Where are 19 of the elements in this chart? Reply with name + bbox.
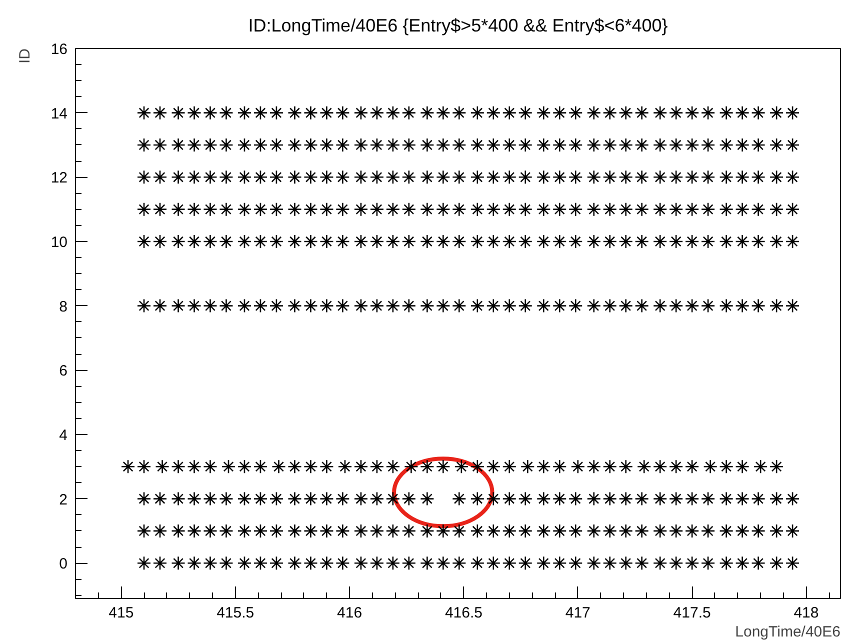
- x-axis-title: LongTime/40E6: [735, 624, 841, 640]
- x-tick-label: 415.5: [216, 604, 254, 622]
- y-tick-label: 0: [59, 556, 68, 573]
- y-tick-label: 4: [59, 426, 68, 444]
- y-tick-label: 16: [50, 41, 68, 58]
- x-tick-label: 416: [337, 604, 362, 622]
- x-tick-label: 417: [565, 604, 590, 622]
- y-axis-title: ID: [16, 48, 34, 64]
- x-tick-label: 418: [794, 604, 819, 622]
- chart-title: ID:LongTime/40E6 {Entry$>5*400 && Entry$<6*400}: [248, 16, 668, 36]
- y-tick-label: 12: [50, 170, 68, 187]
- x-tick-label: 415: [108, 604, 134, 622]
- x-tick-label: 417.5: [673, 604, 711, 622]
- x-tick-label: 416.5: [444, 604, 482, 622]
- y-tick-label: 2: [59, 491, 68, 508]
- y-tick-label: 6: [59, 362, 68, 380]
- y-tick-label: 14: [50, 105, 68, 122]
- y-tick-label: 10: [50, 234, 68, 251]
- y-tick-label: 8: [59, 298, 68, 316]
